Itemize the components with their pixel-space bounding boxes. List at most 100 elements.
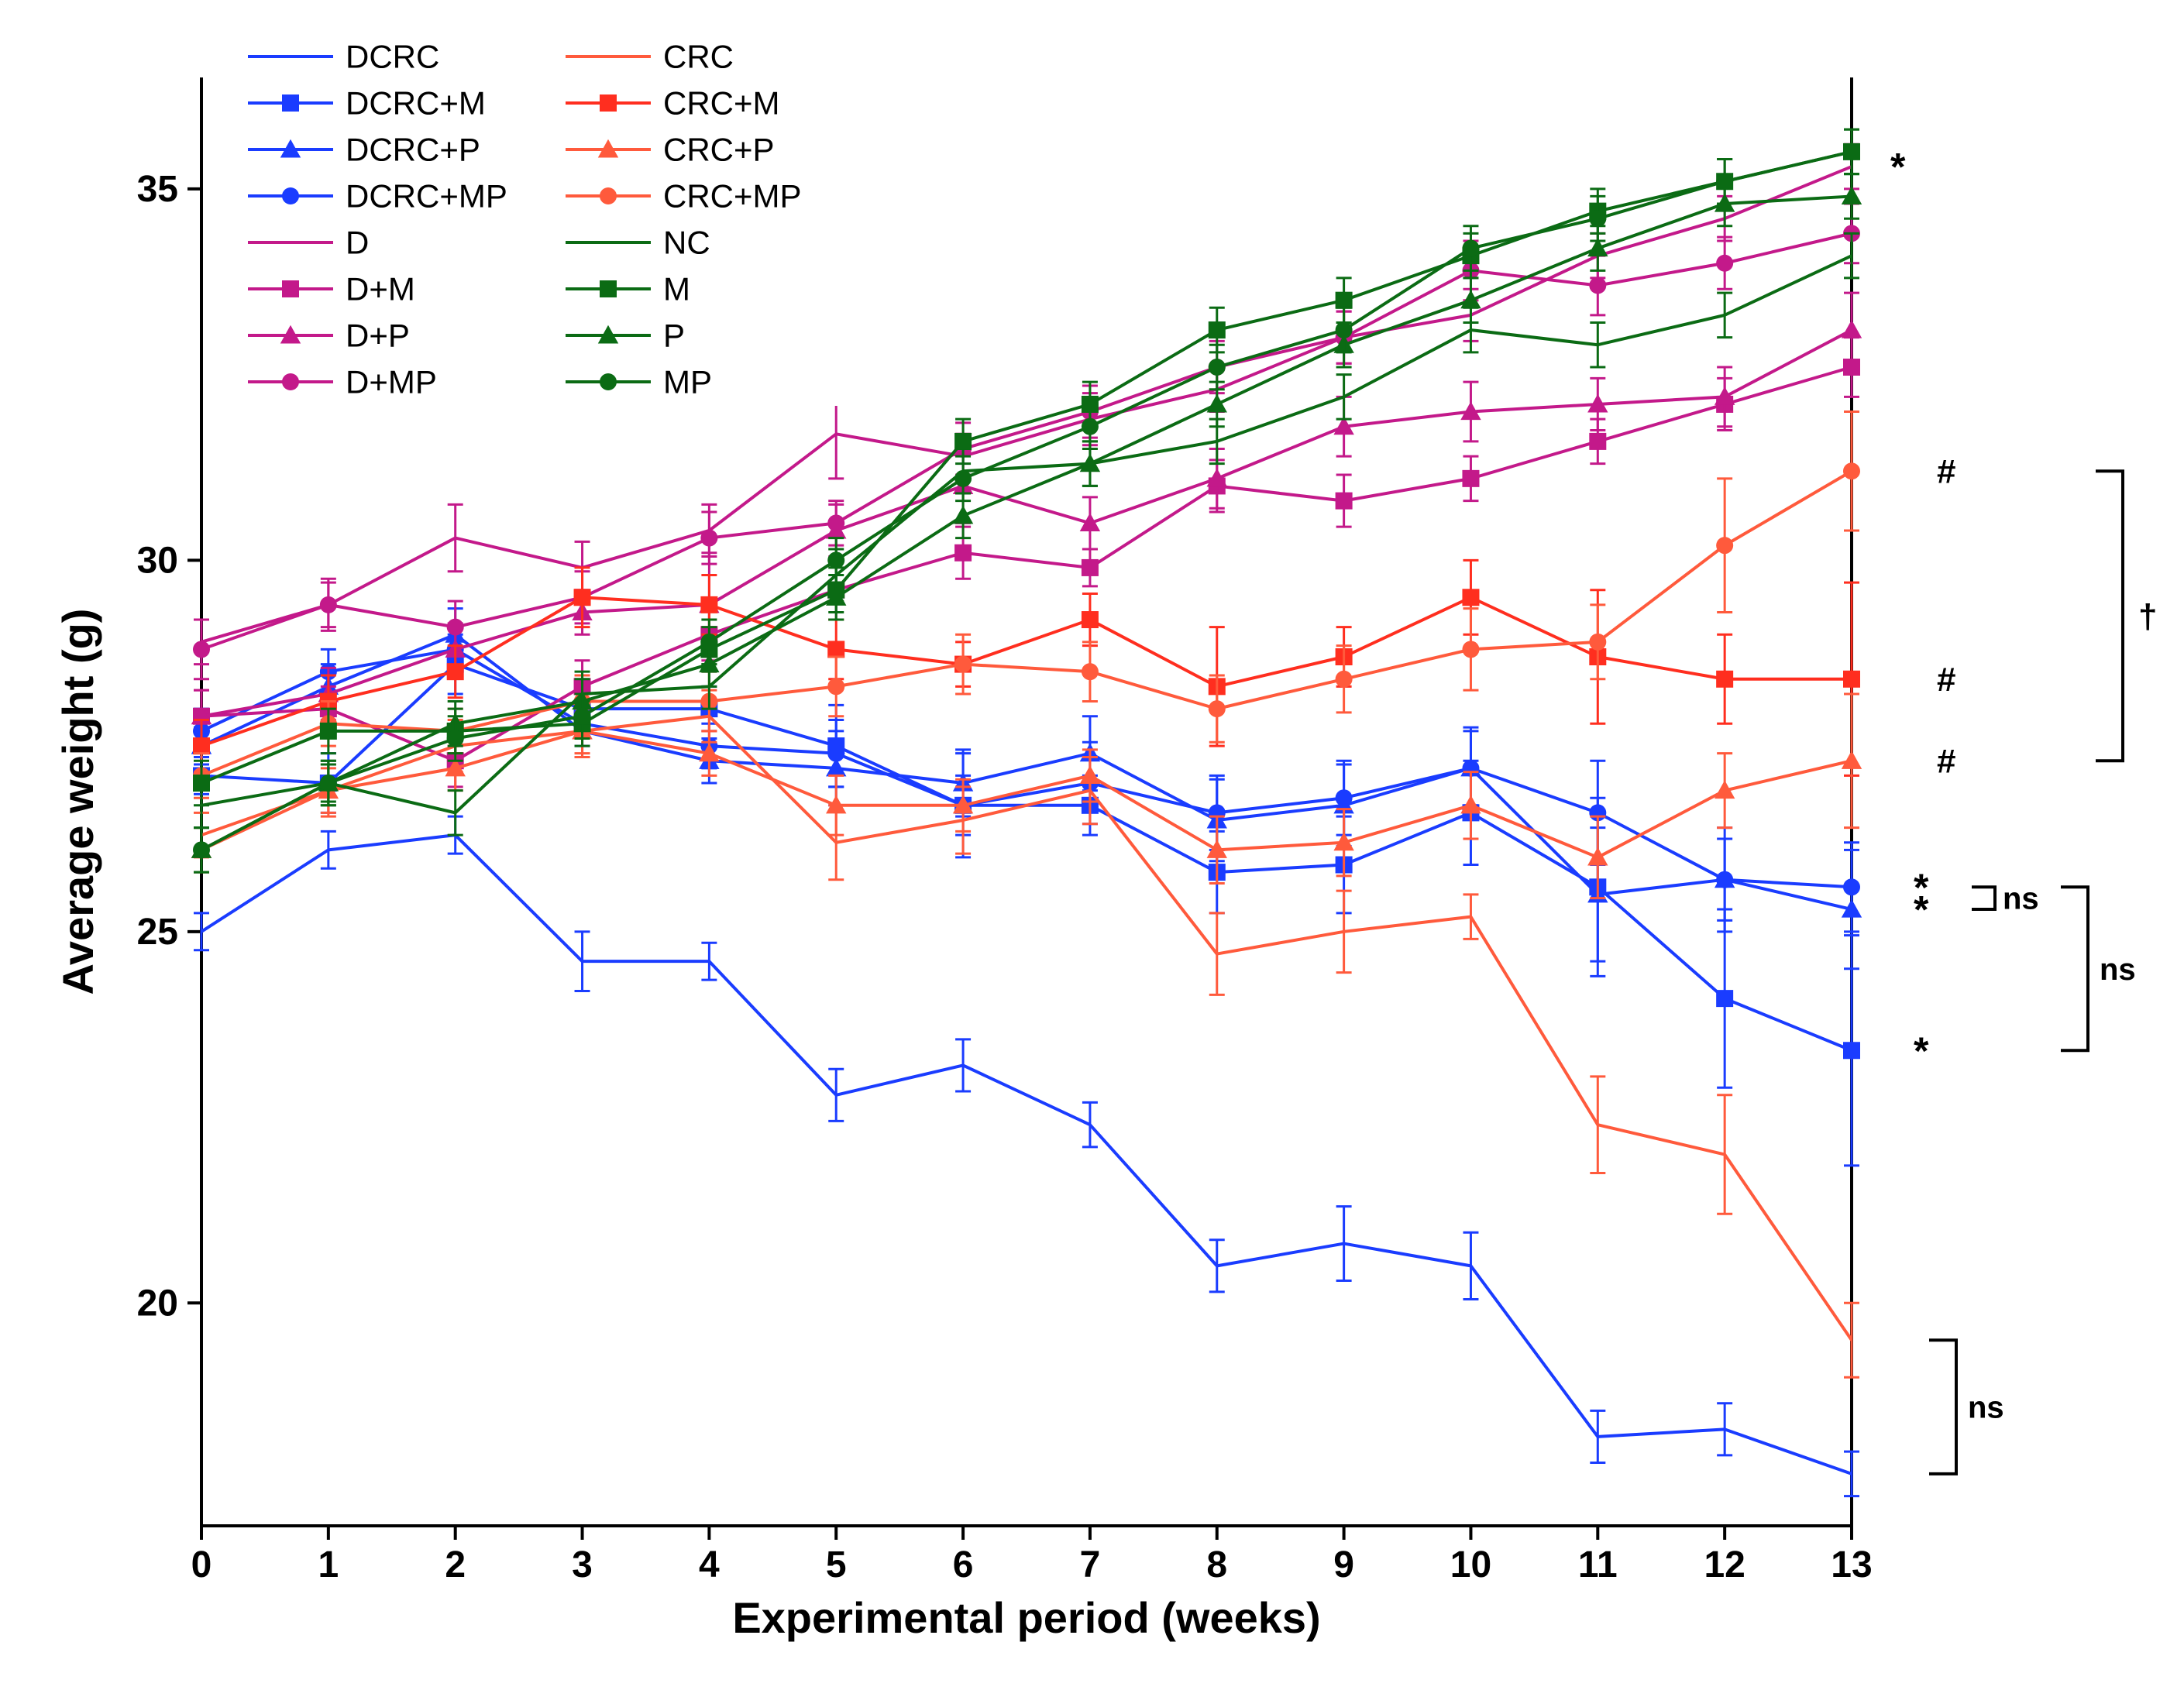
marker-circle bbox=[827, 551, 844, 569]
comparison-bracket bbox=[2096, 471, 2123, 761]
marker-circle bbox=[320, 596, 337, 613]
series-DCRC bbox=[194, 816, 1859, 1496]
marker-square bbox=[1462, 470, 1479, 487]
series-DCRC_P bbox=[191, 609, 1862, 969]
annotation-group: *###***†nsnsns bbox=[1890, 146, 2157, 1474]
legend-label: D bbox=[346, 225, 369, 261]
marker-circle bbox=[1843, 462, 1860, 479]
marker-triangle bbox=[1587, 847, 1608, 866]
chart-svg: 012345678910111213Experimental period (w… bbox=[0, 0, 2184, 1697]
marker-circle bbox=[447, 619, 464, 636]
marker-circle bbox=[954, 656, 972, 673]
legend-label: D+MP bbox=[346, 364, 437, 400]
marker-circle bbox=[827, 678, 844, 695]
marker-circle bbox=[1082, 418, 1099, 435]
x-tick-label: 9 bbox=[1333, 1544, 1354, 1585]
series-line bbox=[201, 665, 1852, 1051]
marker-square bbox=[447, 663, 464, 680]
marker-square bbox=[1336, 292, 1353, 309]
marker-circle bbox=[1716, 537, 1733, 554]
bracket-label: † bbox=[2138, 598, 2157, 636]
comparison-bracket bbox=[1929, 1340, 1956, 1474]
marker-square bbox=[700, 596, 717, 613]
marker-square bbox=[1843, 1042, 1860, 1059]
bracket-label: ns bbox=[2100, 953, 2136, 987]
x-axis-title: Experimental period (weeks) bbox=[732, 1593, 1320, 1642]
x-tick-label: 10 bbox=[1450, 1544, 1491, 1585]
marker-circle bbox=[700, 530, 717, 547]
marker-square bbox=[1843, 671, 1860, 688]
marker-circle bbox=[193, 841, 210, 858]
marker-circle bbox=[1336, 321, 1353, 338]
marker-circle bbox=[1843, 143, 1860, 160]
comparison-bracket bbox=[2061, 887, 2088, 1050]
marker-circle bbox=[1716, 173, 1733, 190]
significance-annot: * bbox=[1890, 146, 1906, 189]
legend-label: M bbox=[663, 271, 690, 307]
legend-label: CRC+MP bbox=[663, 178, 802, 215]
series-DCRC_MP bbox=[193, 627, 1860, 932]
legend-label: DCRC bbox=[346, 39, 439, 75]
x-tick-label: 5 bbox=[826, 1544, 847, 1585]
marker-square bbox=[954, 433, 972, 450]
y-tick-label: 35 bbox=[137, 169, 178, 210]
marker-circle bbox=[1716, 255, 1733, 272]
x-tick-label: 7 bbox=[1080, 1544, 1101, 1585]
marker-circle bbox=[1082, 663, 1099, 680]
marker-circle bbox=[447, 730, 464, 747]
comparison-bracket bbox=[1972, 887, 1995, 909]
x-tick-label: 4 bbox=[699, 1544, 720, 1585]
marker-triangle bbox=[1842, 320, 1862, 338]
legend-label: CRC+P bbox=[663, 132, 775, 168]
marker-circle bbox=[1209, 359, 1226, 376]
x-tick-label: 3 bbox=[572, 1544, 593, 1585]
marker-circle bbox=[282, 373, 299, 390]
legend-label: P bbox=[663, 318, 685, 354]
legend-background bbox=[225, 22, 922, 406]
significance-annot: # bbox=[1937, 743, 1955, 781]
y-tick-label: 25 bbox=[137, 912, 178, 953]
series-CRC_MP bbox=[193, 412, 1860, 799]
marker-circle bbox=[1336, 671, 1353, 688]
marker-square bbox=[1462, 589, 1479, 606]
marker-circle bbox=[1716, 871, 1733, 888]
legend-label: DCRC+P bbox=[346, 132, 480, 168]
marker-square bbox=[574, 589, 591, 606]
marker-square bbox=[600, 280, 617, 297]
marker-circle bbox=[1209, 700, 1226, 717]
marker-square bbox=[282, 94, 299, 112]
y-axis-title: Average weight (g) bbox=[53, 609, 102, 995]
marker-circle bbox=[954, 470, 972, 487]
series-CRC_P bbox=[191, 694, 1862, 898]
marker-circle bbox=[600, 187, 617, 204]
marker-circle bbox=[193, 641, 210, 658]
legend-label: DCRC+M bbox=[346, 85, 486, 122]
x-tick-label: 6 bbox=[953, 1544, 974, 1585]
marker-circle bbox=[1336, 789, 1353, 806]
marker-triangle bbox=[1207, 394, 1227, 413]
y-tick-label: 20 bbox=[137, 1283, 178, 1324]
series-DCRC_M bbox=[193, 634, 1860, 1166]
legend-label: CRC bbox=[663, 39, 734, 75]
legend-label: NC bbox=[663, 225, 710, 261]
bracket-label: ns bbox=[2003, 882, 2039, 916]
marker-square bbox=[282, 280, 299, 297]
x-tick-label: 8 bbox=[1206, 1544, 1227, 1585]
marker-circle bbox=[1589, 210, 1606, 227]
legend-label: D+P bbox=[346, 318, 410, 354]
legend-group: DCRCDCRC+MDCRC+PDCRC+MPDD+MD+PD+MPCRCCRC… bbox=[225, 22, 922, 406]
marker-square bbox=[1716, 990, 1733, 1007]
y-tick-label: 30 bbox=[137, 540, 178, 581]
bracket-label: ns bbox=[1968, 1391, 2004, 1425]
chart-container: 012345678910111213Experimental period (w… bbox=[0, 0, 2184, 1697]
x-tick-label: 13 bbox=[1831, 1544, 1872, 1585]
marker-square bbox=[954, 544, 972, 562]
marker-square bbox=[1082, 559, 1099, 576]
marker-circle bbox=[600, 373, 617, 390]
marker-circle bbox=[1589, 277, 1606, 294]
marker-square bbox=[193, 775, 210, 792]
marker-square bbox=[320, 723, 337, 740]
marker-circle bbox=[827, 745, 844, 762]
marker-circle bbox=[700, 634, 717, 651]
marker-square bbox=[1336, 493, 1353, 510]
